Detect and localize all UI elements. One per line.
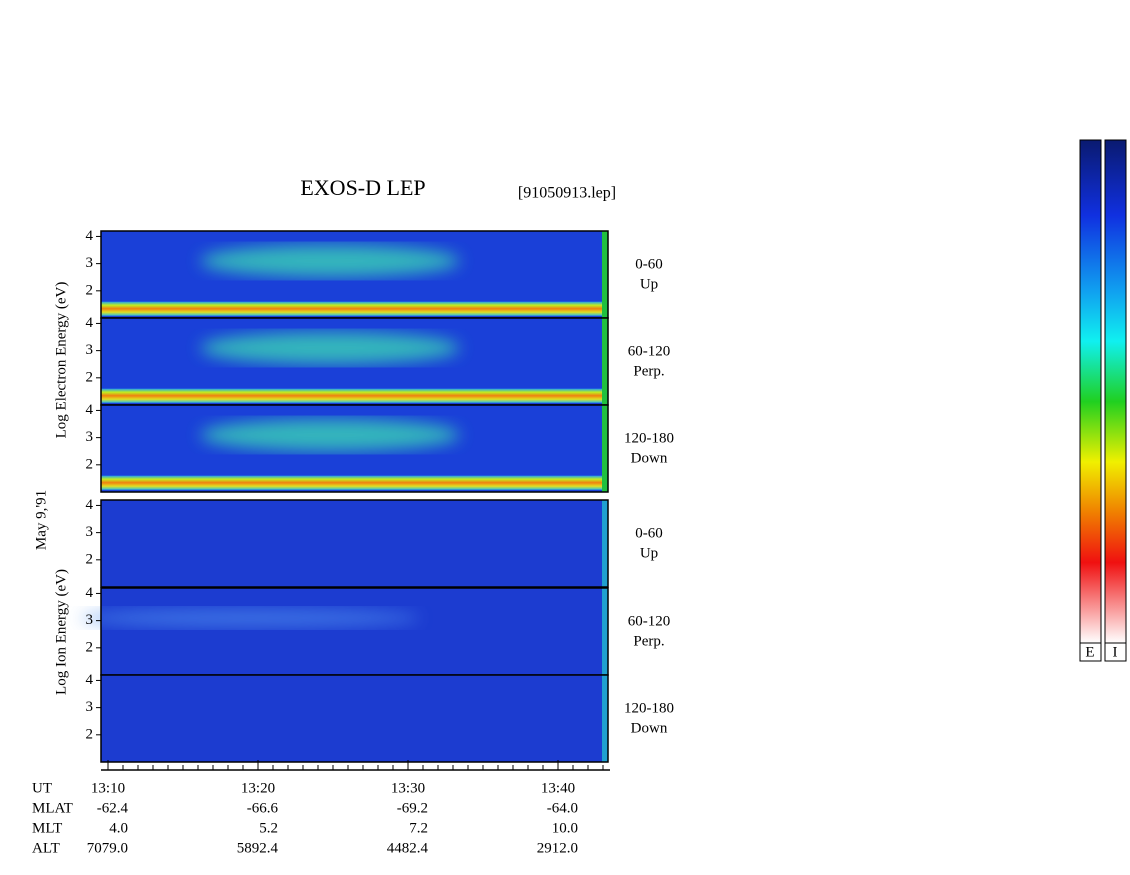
panel-frame (100, 404, 609, 493)
spectrogram (101, 588, 608, 675)
panel-angle: 60-120 (628, 343, 671, 359)
edge-strip (602, 318, 608, 405)
row-label: MLAT (32, 800, 73, 816)
panel-direction: Perp. (633, 363, 664, 379)
y-tick-label: 4 (86, 585, 94, 601)
row-value: 7079.0 (87, 840, 128, 856)
edge-strip (602, 588, 608, 675)
flux-band (101, 475, 608, 490)
file-name: [91050913.lep] (518, 185, 616, 202)
panel-frame (100, 674, 609, 763)
row-value: 13:30 (391, 780, 425, 796)
row-value: 5.2 (259, 820, 278, 836)
y-tick-label: 4 (86, 402, 94, 418)
edge-strip (602, 231, 608, 318)
panel-direction: Up (640, 545, 658, 561)
y-tick-label: 3 (86, 699, 94, 715)
flux-band (101, 388, 608, 403)
row-label: UT (32, 780, 52, 796)
panel-angle: 0-60 (635, 256, 663, 272)
colorbar-label: I (1113, 644, 1118, 660)
row-value: -69.2 (397, 800, 428, 816)
panel-angle: 120-180 (624, 430, 674, 446)
flux-cloud (200, 332, 460, 364)
edge-strip (602, 500, 608, 587)
panel-angle: 60-120 (628, 613, 671, 629)
panel-angle: 0-60 (635, 525, 663, 541)
flux-cloud (80, 608, 420, 628)
panel-direction: Down (631, 720, 668, 736)
colorbar-label: E (1085, 644, 1094, 660)
panel-frame (100, 499, 609, 588)
title: EXOS-D LEP (300, 175, 425, 200)
y-tick-label: 4 (86, 315, 94, 331)
panel-angle: 120-180 (624, 700, 674, 716)
y-tick-label: 2 (86, 456, 94, 472)
y-tick-label: 2 (86, 282, 94, 298)
row-value: 4482.4 (387, 840, 429, 856)
panel-direction: Up (640, 276, 658, 292)
row-value: 13:10 (91, 780, 125, 796)
row-value: 7.2 (409, 820, 428, 836)
row-value: 13:20 (241, 780, 275, 796)
colorbar (1079, 139, 1102, 644)
panel-direction: Down (631, 450, 668, 466)
colorbar-box (1079, 642, 1102, 662)
colorbar-box (1104, 642, 1127, 662)
colorbar (1104, 139, 1127, 644)
row-label: ALT (32, 840, 60, 856)
y-tick-label: 4 (86, 497, 94, 513)
date-label: May 9,'91 (33, 490, 49, 550)
axis-label: Log Electron Energy (eV) (53, 282, 69, 439)
row-value: 10.0 (552, 820, 578, 836)
y-tick-label: 3 (86, 429, 94, 445)
edge-strip (602, 675, 608, 762)
edge-strip (602, 405, 608, 492)
row-label: MLT (32, 820, 62, 836)
y-tick-label: 4 (86, 228, 94, 244)
row-value: 2912.0 (537, 840, 578, 856)
y-tick-label: 3 (86, 342, 94, 358)
flux-cloud (200, 419, 460, 451)
y-tick-label: 2 (86, 639, 94, 655)
row-value: -66.6 (247, 800, 279, 816)
axis-label: Log Ion Energy (eV) (53, 569, 69, 695)
y-tick-label: 4 (86, 672, 94, 688)
y-tick-label: 3 (86, 255, 94, 271)
row-value: 13:40 (541, 780, 575, 796)
y-tick-label: 2 (86, 369, 94, 385)
row-value: 4.0 (109, 820, 128, 836)
row-value: -62.4 (97, 800, 129, 816)
flux-cloud (200, 245, 460, 277)
spectrogram (101, 500, 608, 587)
flux-band (101, 301, 608, 316)
row-value: -64.0 (547, 800, 578, 816)
y-tick-label: 3 (86, 612, 94, 628)
colorbars: E I (1079, 139, 1127, 662)
panel-direction: Perp. (633, 633, 664, 649)
spectrogram (101, 675, 608, 762)
y-tick-label: 3 (86, 524, 94, 540)
y-tick-label: 2 (86, 726, 94, 742)
y-tick-label: 2 (86, 551, 94, 567)
row-value: 5892.4 (237, 840, 279, 856)
